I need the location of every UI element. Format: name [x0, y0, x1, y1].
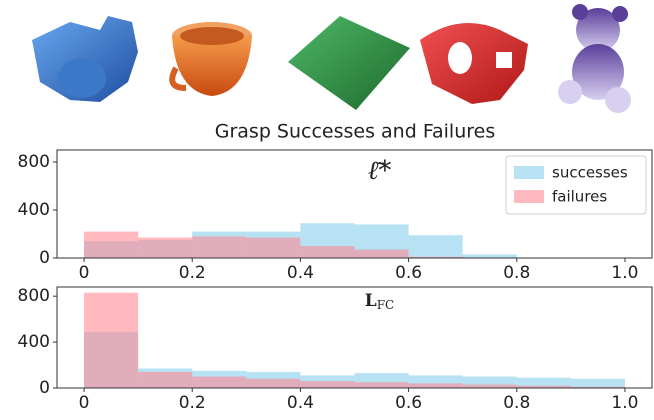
annotation-main: L — [365, 291, 377, 311]
histogram-bar — [300, 246, 355, 258]
x-tick-label: 0.6 — [395, 263, 422, 283]
y-tick-label: 0 — [39, 248, 50, 268]
object-camera — [32, 16, 138, 102]
histogram-bar — [300, 381, 355, 388]
legend-label: successes — [552, 164, 628, 182]
histogram-bar — [462, 384, 517, 388]
x-tick-label: 0.2 — [179, 263, 206, 283]
histogram-bar — [462, 376, 517, 388]
object-cup — [169, 22, 252, 96]
figure-title: Grasp Successes and Failures — [215, 121, 495, 143]
object-images — [32, 4, 631, 113]
y-tick-label: 800 — [18, 286, 50, 306]
annotation-sub: FC — [377, 298, 395, 312]
histogram-bar — [570, 386, 625, 388]
histogram-bar — [516, 377, 571, 388]
x-tick-label: 0.2 — [179, 393, 206, 413]
histogram-bar — [84, 231, 139, 258]
object-block — [288, 16, 410, 110]
histogram-bar — [408, 235, 463, 258]
x-tick-label: 0.4 — [287, 393, 314, 413]
legend-label: failures — [552, 188, 607, 206]
x-tick-label: 1.0 — [611, 393, 638, 413]
histogram-bar — [84, 292, 139, 388]
y-tick-label: 400 — [18, 200, 50, 220]
annotation: LFC — [365, 291, 394, 312]
object-part — [420, 22, 528, 105]
histogram-bar — [138, 237, 193, 258]
annotation: ℓ̄* — [368, 156, 392, 186]
x-tick-label: 0.4 — [287, 263, 314, 283]
y-tick-label: 800 — [18, 152, 50, 172]
histogram-bar — [192, 376, 247, 388]
y-tick-label: 0 — [39, 378, 50, 398]
plot-frame — [56, 149, 653, 259]
legend-swatch — [514, 190, 544, 203]
x-tick-label: 0.8 — [503, 263, 530, 283]
histogram-bar — [138, 371, 193, 388]
histogram-bar — [408, 256, 463, 258]
histogram-bar — [516, 385, 571, 388]
x-tick-label: 1.0 — [611, 263, 638, 283]
x-tick-label: 0.8 — [503, 393, 530, 413]
legend-swatch — [514, 166, 544, 179]
histogram-bar — [354, 249, 409, 258]
y-tick-label: 400 — [18, 332, 50, 352]
object-teddy — [558, 4, 631, 113]
histogram-bar — [408, 383, 463, 388]
x-tick-label: 0 — [79, 263, 90, 283]
histogram-bar — [246, 378, 301, 388]
histogram-bar — [246, 237, 301, 258]
histogram-bar — [354, 382, 409, 388]
x-tick-label: 0 — [79, 393, 90, 413]
x-tick-label: 0.6 — [395, 393, 422, 413]
histogram-bar — [192, 236, 247, 258]
histogram-bar — [570, 378, 625, 388]
plot-frame — [56, 286, 653, 389]
legend: successes failures — [505, 155, 647, 215]
histogram-bar — [462, 254, 517, 258]
